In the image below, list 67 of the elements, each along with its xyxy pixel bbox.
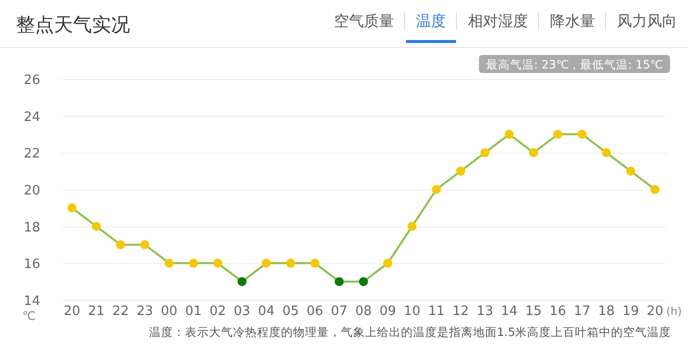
text: 温度: [416, 12, 446, 30]
point: [359, 277, 368, 286]
y-tick-label: 24: [24, 110, 40, 125]
x-axis-title: (h): [666, 305, 682, 318]
x-tick-label: 20: [64, 304, 80, 319]
x-tick-label: 05: [282, 304, 299, 319]
point: [188, 258, 198, 268]
chart-title: 整点天气实况: [16, 14, 130, 36]
y-axis-title: ℃: [22, 309, 36, 323]
x-tick-label: 08: [355, 304, 372, 319]
text: 风力风向: [617, 12, 677, 30]
x-tick-label: 18: [598, 304, 615, 319]
x-tick-label: 03: [234, 304, 250, 319]
point: [432, 185, 441, 194]
point: [286, 258, 296, 268]
x-tick-label: 00: [160, 304, 178, 319]
text: 温度：表示大气冷热程度的物理量，气象上给出的温度是指离地面1.5米高度上百叶箱中的空气温度: [148, 325, 672, 339]
y-tick-label: 18: [24, 220, 40, 236]
point: [140, 240, 150, 250]
point: [334, 277, 344, 286]
x-tick-label: 11: [428, 304, 445, 319]
point: [164, 258, 174, 268]
text: 相对湿度: [468, 12, 528, 30]
point: [480, 148, 490, 158]
x-tick-label: 02: [209, 304, 226, 319]
text: 最高气温: 23℃ , 最低气温: 15℃: [486, 58, 664, 72]
x-tick-label: 01: [185, 304, 202, 319]
point: [383, 258, 392, 268]
point: [626, 166, 636, 176]
x-tick-label: 13: [476, 304, 494, 319]
x-tick-label: 07: [330, 304, 348, 319]
point: [602, 148, 611, 158]
point: [408, 222, 417, 231]
y-tick-label: 22: [24, 146, 40, 162]
x-tick-label: 06: [306, 304, 324, 319]
point: [456, 166, 466, 176]
x-tick-label: 22: [112, 304, 129, 319]
y-tick-label: 14: [24, 294, 40, 309]
x-tick-label: 14: [500, 304, 518, 319]
point: [504, 130, 514, 139]
x-tick-label: 17: [574, 304, 590, 319]
x-tick-label: 10: [404, 304, 420, 319]
point: [578, 130, 587, 139]
text: 空气质量: [334, 12, 394, 30]
y-tick-label: 16: [24, 257, 40, 272]
x-tick-label: 21: [88, 304, 105, 319]
point: [262, 258, 271, 268]
x-tick-label: 20: [646, 304, 664, 319]
y-tick-label: 20: [24, 184, 40, 198]
point: [116, 240, 126, 250]
x-tick-label: 23: [136, 304, 154, 319]
x-tick-label: 12: [452, 304, 469, 319]
point: [553, 130, 562, 139]
x-tick-label: 09: [380, 304, 396, 319]
x-tick-label: 04: [258, 304, 275, 319]
point: [238, 277, 247, 286]
point: [92, 222, 101, 231]
y-tick-label: 26: [24, 73, 40, 88]
point: [68, 203, 76, 212]
text: 降水量: [550, 12, 595, 30]
x-tick-label: 19: [622, 304, 639, 319]
point: [213, 258, 222, 268]
x-tick-label: 16: [550, 304, 566, 319]
point: [650, 185, 660, 194]
point: [529, 148, 538, 158]
point: [310, 258, 320, 268]
x-tick-label: 15: [525, 304, 542, 319]
